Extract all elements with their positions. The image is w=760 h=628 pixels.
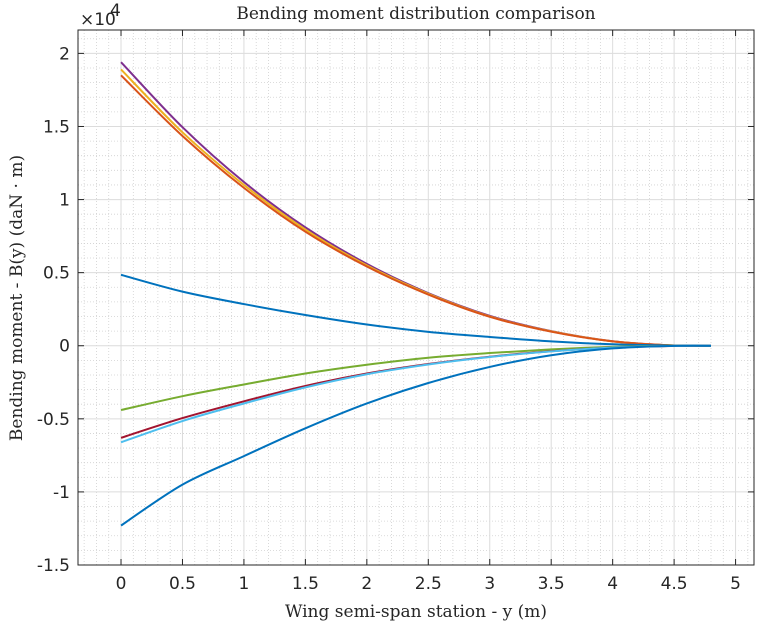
- chart-title: Bending moment distribution comparison: [236, 4, 595, 24]
- x-tick-label: 0: [116, 574, 127, 594]
- y-tick-label: 1.5: [43, 117, 70, 137]
- y-tick-label: 0.5: [43, 264, 70, 284]
- x-tick-label: 0.5: [169, 574, 196, 594]
- series-line-4: [120, 273, 711, 347]
- x-tick-label: 5: [730, 574, 741, 594]
- y-tick-label: 1: [59, 191, 70, 211]
- y-tick-label: -1.5: [37, 556, 70, 576]
- axes-box: [77, 29, 755, 566]
- y-axis-label: Bending moment - B(y) (daN · m): [7, 155, 27, 441]
- y-tick-label: 2: [59, 44, 70, 64]
- x-tick-label: 2: [361, 574, 372, 594]
- series-line-8: [120, 344, 711, 527]
- y-tick-label: -0.5: [37, 410, 70, 430]
- x-tick-label: 2.5: [415, 574, 442, 594]
- ticks: [78, 30, 754, 566]
- x-tick-label: 1: [239, 574, 250, 594]
- x-axis-label: Wing semi-span station - y (m): [285, 602, 547, 622]
- x-tick-label: 3.5: [538, 574, 565, 594]
- x-tick-labels: 0 0.5 1 1.5 2 2.5 3 3.5 4 4.5 5: [116, 574, 741, 594]
- y-tick-label: 0: [59, 337, 70, 357]
- x-tick-label: 4: [607, 574, 618, 594]
- y-exponent-power: 4: [110, 1, 121, 21]
- x-tick-label: 1.5: [292, 574, 319, 594]
- x-tick-label: 4.5: [661, 574, 688, 594]
- x-tick-label: 3: [484, 574, 495, 594]
- minor-grid: [78, 30, 754, 565]
- y-tick-label: -1: [53, 483, 70, 503]
- series-layer: [120, 61, 711, 527]
- y-tick-labels: -1.5 -1 -0.5 0 0.5 1 1.5 2: [37, 44, 70, 576]
- y-exponent-prefix: ×10: [80, 10, 116, 30]
- series-line-3: [120, 74, 711, 347]
